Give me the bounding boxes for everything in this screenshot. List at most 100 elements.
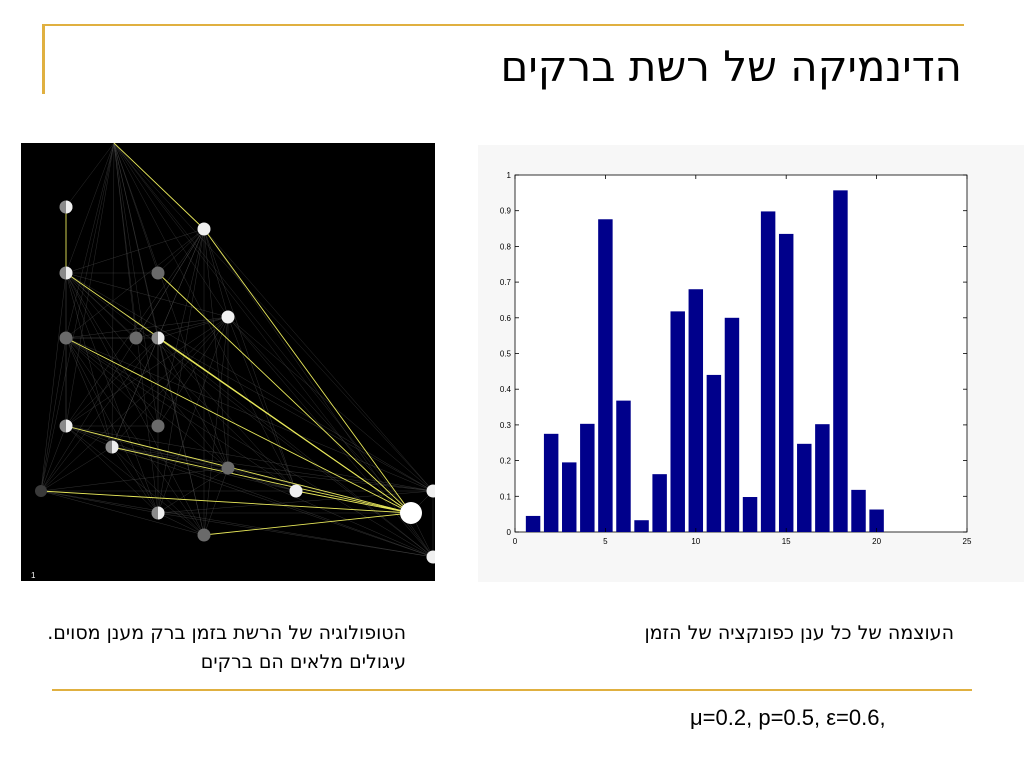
network-link: [65, 337, 113, 448]
chart-y-tick-label: 0.6: [500, 314, 512, 323]
network-link: [65, 337, 229, 469]
intensity-caption: העוצמה של כל ענן כפונקציה של הזמן: [644, 622, 954, 644]
network-link: [111, 446, 229, 469]
network-link: [40, 490, 159, 514]
network-link: [65, 143, 115, 339]
network-frame-label: 1: [31, 571, 36, 580]
network-node: [197, 222, 211, 236]
network-link: [157, 337, 229, 469]
chart-x-tick-label: 0: [513, 537, 518, 546]
network-link: [227, 316, 412, 514]
network-link: [65, 143, 115, 208]
network-link: [113, 143, 159, 427]
network-topology-figure: 1: [21, 143, 435, 581]
network-node: [151, 419, 165, 433]
network-link: [227, 467, 434, 492]
network-node: [426, 550, 435, 564]
chart-bar: [634, 520, 649, 532]
network-link: [65, 337, 297, 492]
network-node: [35, 485, 47, 497]
chart-bar: [706, 374, 722, 532]
network-link: [40, 446, 113, 492]
network-link: [157, 316, 229, 427]
network-link: [40, 272, 67, 492]
network-link: [65, 228, 205, 274]
network-link: [65, 272, 297, 492]
chart-x-tick-label: 10: [691, 537, 700, 546]
network-link: [157, 490, 434, 514]
network-link: [227, 316, 297, 492]
network-lightning-link: [111, 446, 412, 514]
network-link: [135, 316, 229, 339]
network-link: [65, 337, 205, 536]
chart-bar: [616, 400, 631, 532]
chart-bar: [760, 211, 776, 532]
network-link: [65, 272, 159, 514]
network-lightning-link: [65, 425, 412, 514]
network-link: [40, 143, 115, 492]
chart-bar: [562, 462, 577, 532]
network-link: [227, 467, 434, 558]
network-link: [157, 316, 229, 514]
chart-x-tick-label: 25: [963, 537, 972, 546]
network-node: [129, 331, 143, 345]
network-link: [111, 446, 297, 492]
network-link: [65, 425, 434, 558]
network-link: [157, 337, 434, 558]
network-node-fill: [66, 266, 73, 280]
network-node: [289, 484, 303, 498]
chart-y-axis: 0 0.1 0.2 0.3 0.4 0.5 0.6 0.7 0.8 0.9 1: [500, 171, 967, 537]
network-lightning-link: [203, 512, 412, 536]
network-link: [111, 337, 159, 448]
network-link: [203, 228, 229, 318]
network-link: [65, 143, 115, 274]
network-link: [111, 446, 159, 514]
model-parameters: μ=0.2, p=0.5, ε=0.6,: [690, 705, 886, 730]
network-node: [59, 331, 73, 345]
network-link: [157, 467, 229, 514]
chart-bar: [851, 489, 866, 532]
network-lightning-link: [295, 490, 412, 514]
network-link: [111, 316, 229, 448]
network-node-fill: [66, 200, 73, 214]
chart-bar: [742, 497, 758, 532]
network-lightning-link: [203, 228, 412, 514]
network-link: [40, 425, 67, 492]
network-link: [65, 337, 434, 492]
chart-y-tick-label: 1: [507, 171, 512, 180]
network-link: [40, 337, 67, 492]
network-node: [400, 502, 422, 524]
network-link: [157, 228, 205, 514]
network-link: [113, 143, 412, 514]
network-link: [113, 143, 229, 318]
network-link: [65, 337, 159, 427]
title-rule-left: [42, 24, 45, 94]
network-node-fill: [66, 419, 73, 433]
chart-y-tick-label: 0.3: [500, 421, 512, 430]
chart-bar: [797, 443, 812, 532]
network-link: [65, 316, 229, 339]
chart-y-tick-label: 0.8: [500, 242, 512, 251]
network-lightning-links: [40, 143, 412, 536]
network-lightning-link: [157, 272, 412, 514]
chart-x-axis: 0 5 10 15 20 25: [513, 175, 972, 546]
network-lightning-link: [113, 143, 205, 230]
chart-bar: [869, 509, 884, 532]
network-lightning-link: [40, 490, 412, 514]
title-rule-top: [42, 24, 964, 26]
network-link: [40, 228, 205, 492]
network-link: [65, 228, 205, 339]
network-link: [157, 316, 229, 339]
network-link: [65, 272, 229, 469]
chart-bar: [543, 433, 559, 532]
chart-bar: [652, 474, 667, 532]
chart-x-tick-label: 5: [603, 537, 608, 546]
network-link: [65, 272, 434, 558]
network-nodes: [35, 200, 435, 564]
chart-bars: [525, 190, 884, 532]
chart-bar: [833, 190, 848, 532]
network-link: [203, 228, 434, 492]
network-link: [65, 143, 115, 427]
network-link: [113, 143, 434, 492]
network-link: [111, 446, 434, 558]
